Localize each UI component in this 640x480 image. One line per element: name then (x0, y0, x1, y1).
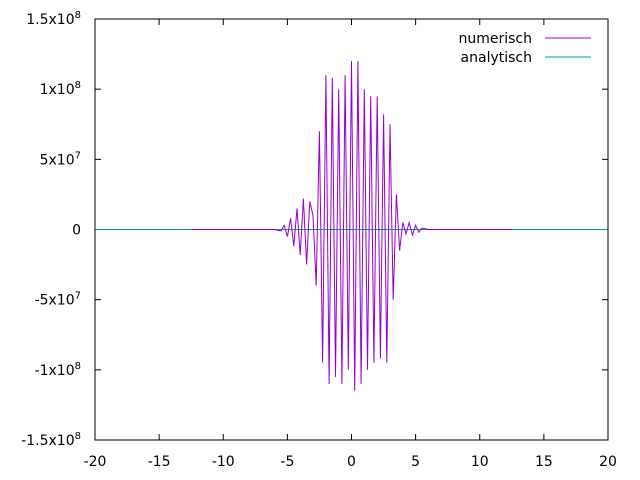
y-tick-mantissa: -1.5x10 (21, 433, 74, 449)
y-tick-mantissa: -1x10 (35, 363, 75, 379)
plot-frame (94, 18, 609, 441)
legend: numerisch analytisch (458, 31, 591, 66)
y-tick-mantissa: -5x10 (35, 293, 75, 309)
x-tick-labels: -20 -15 -10 -5 0 5 10 15 20 (84, 454, 617, 470)
x-tick-label: -20 (84, 454, 107, 470)
y-tick-mantissa: 1x10 (40, 82, 75, 98)
y-tick-exponent: 8 (75, 80, 81, 91)
y-tick-exponent: 7 (75, 291, 81, 302)
y-tick-label: 5x107 (40, 150, 81, 168)
legend-label: numerisch (458, 31, 532, 47)
x-tick-label: 5 (411, 454, 420, 470)
series-lines (95, 61, 608, 391)
y-tick-mantissa: 1.5x10 (26, 12, 74, 28)
y-tick-label: -1x108 (35, 361, 81, 379)
y-tick-label: -5x107 (35, 291, 81, 309)
y-tick-label: 0 (72, 223, 81, 239)
series-line-numerisch (191, 61, 512, 391)
y-tick-label: 1.5x108 (26, 10, 81, 28)
x-tick-label: 20 (599, 454, 617, 470)
y-tick-exponent: 8 (75, 361, 81, 372)
y-tick-label: -1.5x108 (21, 431, 81, 449)
x-tick-label: -15 (148, 454, 171, 470)
y-tick-mantissa: 5x10 (40, 152, 75, 168)
x-tick-label: -5 (280, 454, 294, 470)
y-tick-exponent: 8 (75, 431, 81, 442)
legend-label: analytisch (461, 50, 532, 66)
x-tick-label: 0 (347, 454, 356, 470)
x-tick-label: 15 (535, 454, 553, 470)
x-tick-label: 10 (471, 454, 489, 470)
y-tick-exponent: 7 (75, 150, 81, 161)
y-tick-exponent: 8 (75, 10, 81, 21)
y-tick-label: 1x108 (40, 80, 81, 98)
y-tick-mantissa: 0 (72, 223, 81, 239)
x-tick-label: -10 (212, 454, 235, 470)
